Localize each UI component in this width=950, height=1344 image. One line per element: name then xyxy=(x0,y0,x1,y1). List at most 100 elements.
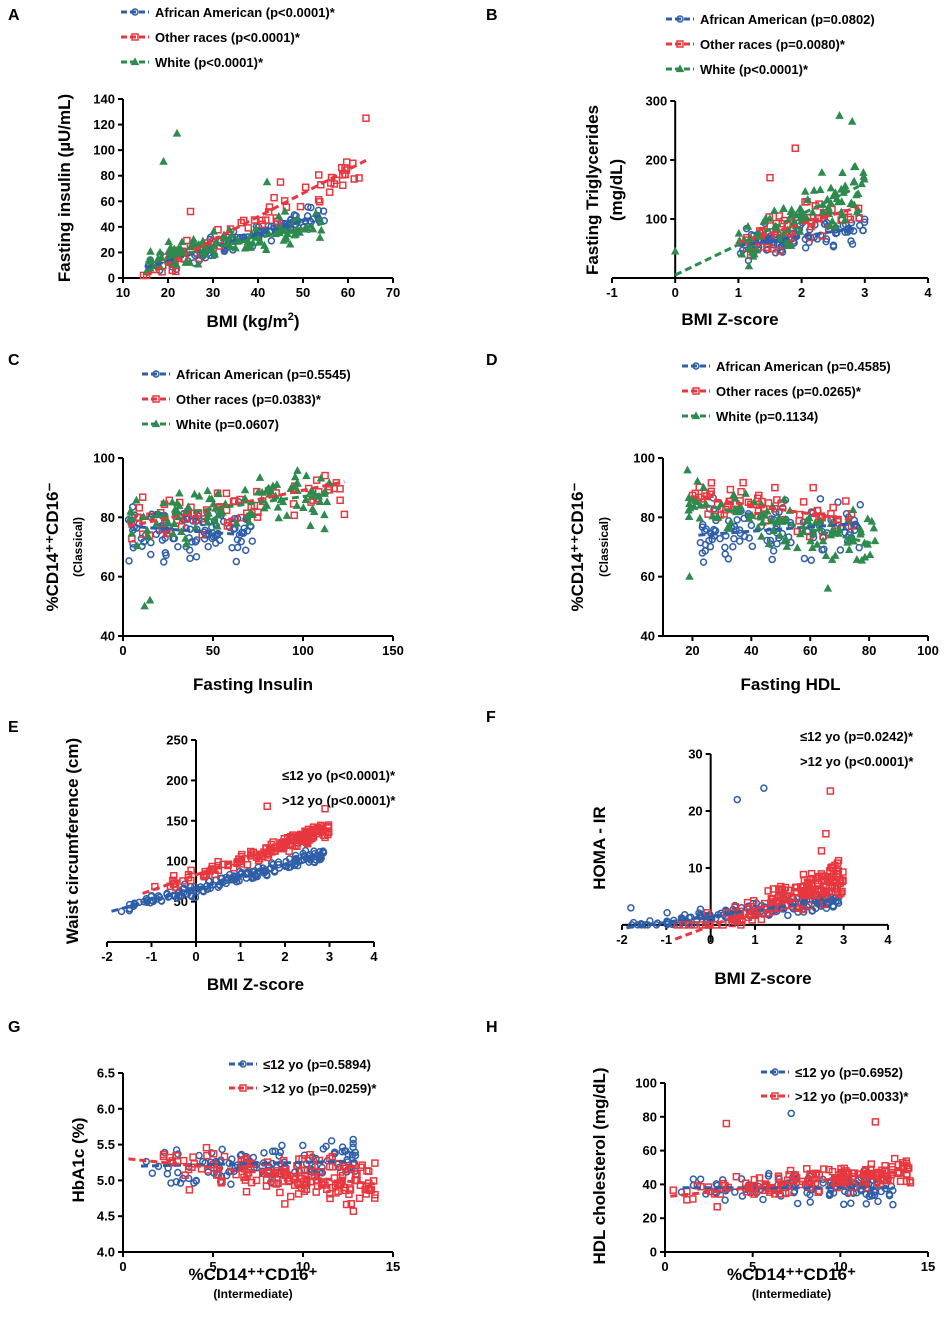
y-tick-label: 100 xyxy=(93,451,115,466)
x-tick-label: 0 xyxy=(707,932,714,947)
data-point xyxy=(857,179,866,188)
data-point xyxy=(782,542,792,550)
legend-marker xyxy=(152,395,160,403)
data-point xyxy=(770,1190,779,1198)
data-point xyxy=(189,234,198,243)
y-tick-label: 20 xyxy=(643,1211,657,1226)
panel-letter: F xyxy=(486,709,496,726)
data-point xyxy=(734,228,744,237)
data-point xyxy=(342,166,351,174)
x-tick-label: -2 xyxy=(101,949,113,964)
legend-label: African American (p=0.0802) xyxy=(700,12,875,27)
legend-label: African American (p=0.5545) xyxy=(176,367,351,382)
data-point xyxy=(314,195,323,204)
data-point xyxy=(133,541,142,550)
data-point xyxy=(182,539,191,548)
data-point xyxy=(172,128,182,137)
data-point xyxy=(826,198,836,207)
x-tick-label: 20 xyxy=(161,285,175,300)
x-tick-label: 4 xyxy=(884,932,892,947)
data-point xyxy=(800,554,809,563)
data-point xyxy=(342,1147,350,1155)
data-point xyxy=(869,523,879,532)
data-point xyxy=(870,536,880,545)
data-point xyxy=(862,1190,870,1199)
data-point xyxy=(327,1137,336,1145)
y-tick-label: 100 xyxy=(93,143,115,158)
x-tick-label: 0 xyxy=(661,1259,668,1274)
data-point xyxy=(795,226,805,235)
data-point xyxy=(817,847,826,855)
data-point xyxy=(316,473,326,482)
data-point xyxy=(222,489,231,498)
data-point xyxy=(663,920,672,929)
data-point xyxy=(716,499,726,507)
data-point xyxy=(314,492,324,500)
data-point xyxy=(176,1179,185,1187)
data-point xyxy=(863,514,872,523)
legend: ≤12 yo (p=0.0242)* >12 yo (p<0.0001)* xyxy=(800,729,914,769)
data-point xyxy=(330,484,339,493)
data-point xyxy=(163,518,173,527)
data-point xyxy=(771,483,779,492)
x-tick-label: 50 xyxy=(206,643,220,658)
legend: ≤12 yo (p<0.0001)* >12 yo (p<0.0001)* xyxy=(282,768,396,808)
data-point xyxy=(213,510,223,519)
legend-label: Other races (p<0.0001)* xyxy=(155,30,301,45)
data-point xyxy=(232,518,241,527)
data-point xyxy=(322,1142,330,1151)
data-point xyxy=(371,1190,379,1199)
x-tick-label: 10 xyxy=(296,1259,310,1274)
data-point xyxy=(190,489,199,498)
data-point xyxy=(795,1180,804,1189)
axes: 20 40 60 80 100 40 60 80 100 xyxy=(633,451,939,659)
data-point xyxy=(757,243,765,251)
data-point xyxy=(713,1202,721,1211)
data-point xyxy=(764,887,772,895)
data-point xyxy=(820,889,829,897)
data-point xyxy=(164,237,173,246)
data-point xyxy=(179,1156,188,1165)
fit-line-green xyxy=(692,501,876,546)
data-point xyxy=(350,175,358,183)
data-point xyxy=(260,503,269,512)
data-point xyxy=(707,479,716,487)
data-point xyxy=(217,1179,225,1187)
data-point xyxy=(159,498,168,507)
data-point xyxy=(850,1169,859,1177)
legend-marker xyxy=(239,1084,247,1092)
data-point xyxy=(723,523,732,532)
panel-letter: G xyxy=(8,1019,20,1036)
x-axis-title-end: ) xyxy=(294,312,300,331)
data-point xyxy=(852,190,861,199)
data-point xyxy=(185,257,195,266)
data-point xyxy=(315,198,324,206)
data-point xyxy=(286,1192,295,1201)
data-point xyxy=(321,804,329,813)
data-point xyxy=(146,247,155,255)
data-point xyxy=(319,1178,328,1186)
x-tick-label: 5 xyxy=(209,1259,216,1274)
legend-label: ≤12 yo (p=0.5894) xyxy=(263,1057,371,1072)
data-point xyxy=(737,487,745,496)
data-point xyxy=(340,510,349,519)
data-point xyxy=(828,1167,837,1176)
y-tick-label: 80 xyxy=(101,510,115,525)
x-axis-title: %CD14⁺⁺CD16⁺ xyxy=(727,1265,856,1284)
axes: 0 5 10 15 0 20 40 60 80 100 xyxy=(635,1076,935,1275)
data-point xyxy=(769,526,778,534)
data-point xyxy=(737,921,745,929)
data-point xyxy=(759,1195,767,1204)
data-point xyxy=(201,871,209,879)
data-point xyxy=(769,547,778,555)
data-point xyxy=(290,511,299,520)
data-point xyxy=(693,476,702,485)
data-point xyxy=(731,903,740,911)
data-point xyxy=(263,871,271,880)
data-point xyxy=(762,506,772,515)
y-axis-title: Waist circumference (cm) xyxy=(63,738,82,944)
data-point xyxy=(265,203,274,211)
fit-line-red xyxy=(128,480,345,528)
x-tick-label: 2 xyxy=(796,932,803,947)
